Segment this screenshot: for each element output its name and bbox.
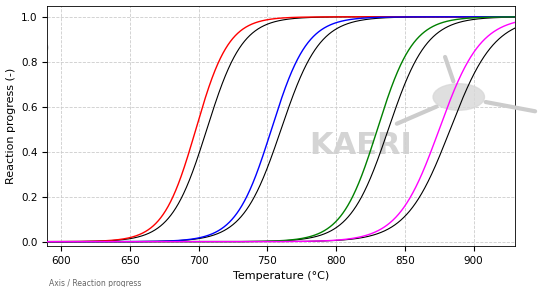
Text: Axis / Reaction progress: Axis / Reaction progress <box>49 279 141 287</box>
Y-axis label: Reaction progress (-): Reaction progress (-) <box>5 68 16 184</box>
Circle shape <box>433 84 485 110</box>
X-axis label: Temperature (°C): Temperature (°C) <box>233 272 329 282</box>
Text: KAERI: KAERI <box>309 131 412 160</box>
